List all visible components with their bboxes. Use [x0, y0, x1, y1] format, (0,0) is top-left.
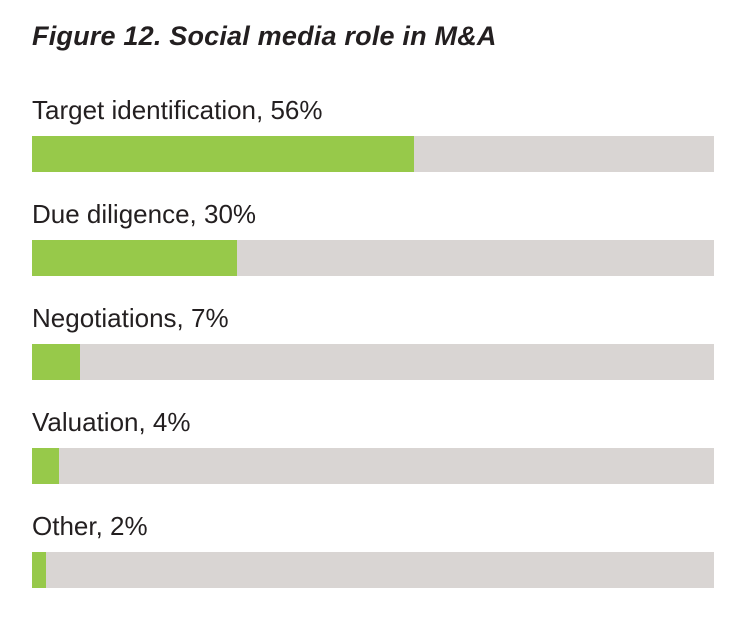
bar-row: Negotiations, 7% — [32, 298, 714, 402]
bar-label: Due diligence, 30% — [32, 199, 257, 229]
bar-row: Other, 2% — [32, 506, 714, 610]
bar-label: Valuation, 4% — [32, 407, 191, 437]
bar-track — [32, 240, 714, 276]
bar-track — [32, 552, 714, 588]
bar-track — [32, 448, 714, 484]
bar-fill — [32, 448, 60, 484]
bar-label: Target identification, 56% — [32, 95, 323, 125]
bar-chart: Target identification, 56% Due diligence,… — [32, 90, 714, 610]
bar-row: Valuation, 4% — [32, 402, 714, 506]
bar-fill — [32, 240, 237, 276]
bar-track — [32, 344, 714, 380]
bar-fill — [32, 344, 80, 380]
chart-title: Figure 12. Social media role in M&A — [32, 21, 497, 51]
bar-fill — [32, 136, 414, 172]
bar-label: Other, 2% — [32, 511, 148, 541]
bar-row: Target identification, 56% — [32, 90, 714, 194]
bar-row: Due diligence, 30% — [32, 194, 714, 298]
bar-fill — [32, 552, 46, 588]
bar-label: Negotiations, 7% — [32, 303, 229, 333]
bar-track — [32, 136, 714, 172]
